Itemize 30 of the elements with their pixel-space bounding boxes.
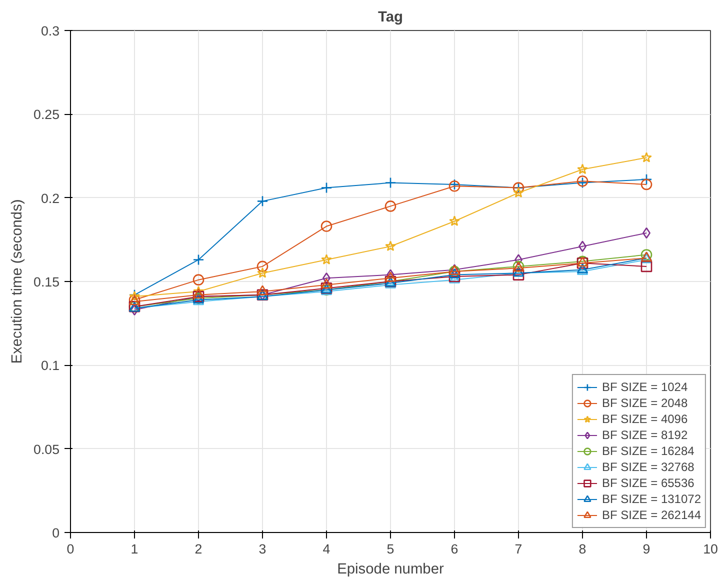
y-tick-label: 0.25 — [34, 107, 60, 122]
x-axis-title: Episode number — [337, 562, 444, 578]
legend-label: BF SIZE = 65536 — [602, 475, 694, 491]
x-tick-label: 0 — [66, 542, 74, 556]
legend-label: BF SIZE = 131072 — [602, 491, 701, 507]
legend-label: BF SIZE = 1024 — [602, 379, 688, 395]
x-tick-label: 5 — [386, 542, 394, 556]
y-tick-label: 0.3 — [40, 24, 60, 38]
legend-label: BF SIZE = 8192 — [602, 427, 688, 443]
y-tick-label: 0.15 — [34, 274, 60, 290]
x-tick-label: 6 — [450, 542, 458, 556]
chart-title: Tag — [378, 10, 403, 26]
x-tick-label: 3 — [258, 542, 266, 556]
y-axis-title: Execution time (seconds) — [10, 199, 26, 364]
x-tick-label: 4 — [322, 542, 331, 556]
legend-label: BF SIZE = 4096 — [602, 411, 688, 427]
x-tick-label: 10 — [703, 542, 718, 556]
x-tick-label: 2 — [194, 542, 202, 556]
legend-label: BF SIZE = 262144 — [602, 507, 701, 523]
y-tick-label: 0.2 — [40, 190, 60, 206]
legend-label: BF SIZE = 16284 — [602, 443, 694, 459]
legend-label: BF SIZE = 2048 — [602, 395, 688, 411]
x-tick-label: 8 — [578, 542, 586, 556]
y-tick-label: 0.05 — [34, 442, 60, 457]
x-tick-label: 7 — [514, 542, 522, 556]
x-tick-label: 9 — [642, 542, 650, 556]
legend-label: BF SIZE = 32768 — [602, 459, 694, 475]
x-tick-label: 1 — [130, 542, 138, 556]
y-tick-label: 0 — [52, 526, 60, 540]
y-tick-label: 0.1 — [40, 358, 60, 374]
